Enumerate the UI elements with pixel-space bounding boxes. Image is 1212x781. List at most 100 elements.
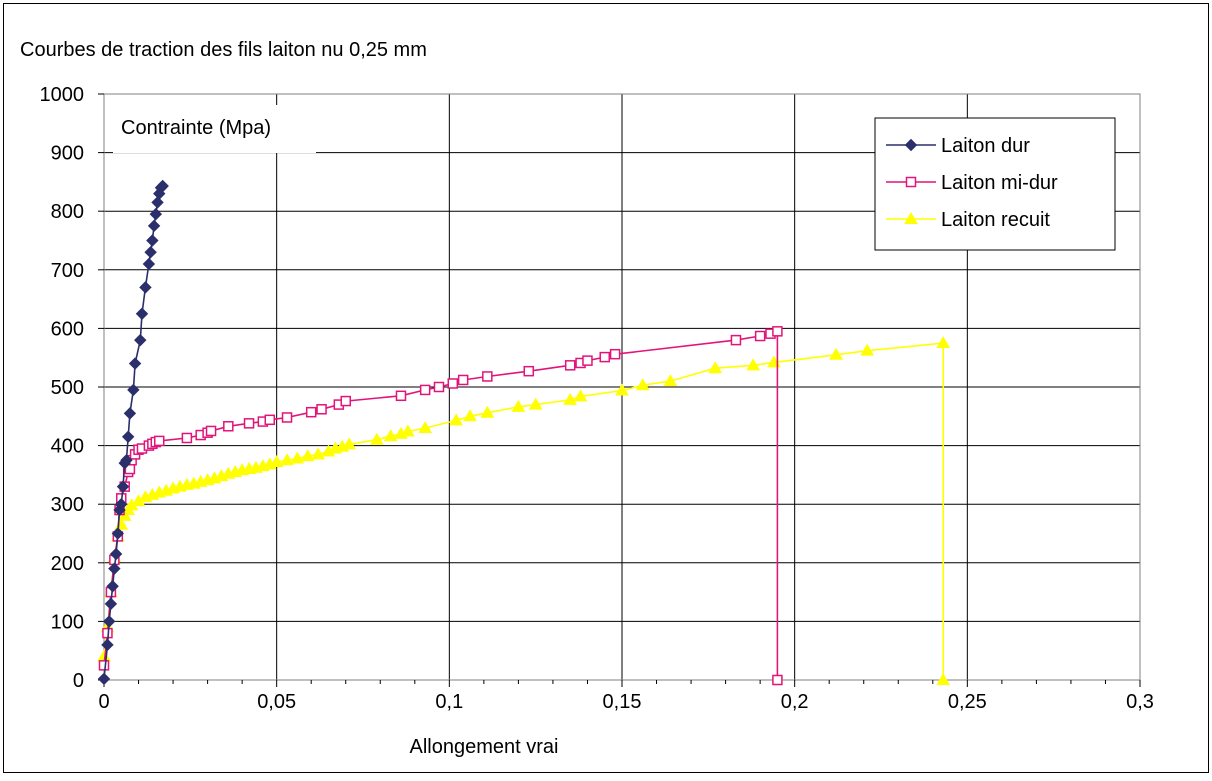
- data-point-laiton-recuit: [449, 413, 464, 426]
- data-point-laiton-recuit: [290, 451, 305, 464]
- data-point-laiton-recuit: [369, 432, 384, 445]
- legend-item-laiton-dur: Laiton dur: [886, 135, 1030, 157]
- data-point-laiton-mi-dur: [281, 412, 293, 423]
- y-tick-label: 700: [51, 260, 84, 282]
- y-tick-label: 600: [51, 318, 84, 340]
- data-point-laiton-dur: [142, 257, 156, 271]
- data-point-laiton-recuit: [269, 455, 284, 468]
- data-point-laiton-recuit: [463, 409, 477, 422]
- data-point-laiton-mi-dur: [772, 326, 783, 337]
- y-tick-label: 300: [51, 494, 84, 516]
- data-point-laiton-recuit: [936, 336, 951, 349]
- data-point-laiton-dur: [123, 407, 137, 420]
- data-point-laiton-dur: [144, 246, 157, 259]
- y-tick-label: 900: [51, 143, 84, 165]
- data-point-laiton-mi-dur: [754, 330, 766, 342]
- data-point-laiton-mi-dur: [98, 660, 110, 671]
- data-point-laiton-recuit: [311, 447, 325, 460]
- data-point-laiton-recuit: [708, 361, 723, 374]
- data-point-laiton-recuit: [480, 405, 495, 418]
- y-axis-label-background: [113, 105, 316, 153]
- data-point-laiton-mi-dur: [205, 425, 217, 437]
- data-point-laiton-dur: [127, 383, 140, 397]
- data-point-laiton-dur: [156, 179, 169, 193]
- data-point-laiton-dur: [147, 219, 161, 233]
- chart-title: Courbes de traction des fils laiton nu 0…: [20, 39, 427, 61]
- data-point-laiton-dur: [116, 480, 130, 493]
- data-point-laiton-mi-dur: [154, 435, 165, 447]
- data-point-laiton-dur: [115, 497, 128, 511]
- y-tick-label: 800: [51, 201, 84, 223]
- data-point-laiton-recuit: [528, 397, 543, 410]
- x-tick-label: 0,2: [781, 691, 809, 713]
- data-point-laiton-mi-dur: [772, 674, 783, 686]
- data-point-laiton-mi-dur: [609, 348, 621, 360]
- data-point-laiton-dur: [139, 281, 152, 294]
- y-tick-label: 200: [51, 553, 84, 575]
- data-point-laiton-mi-dur: [340, 395, 351, 407]
- data-point-laiton-recuit: [829, 347, 843, 360]
- legend: Laiton dur Laiton mi-dur Laiton recuit: [874, 117, 1116, 251]
- data-point-laiton-dur: [149, 207, 163, 221]
- data-point-laiton-mi-dur: [730, 334, 742, 346]
- series-laiton-dur: [97, 179, 169, 686]
- y-tick-label: 100: [51, 611, 84, 633]
- legend-item-laiton-recuit: Laiton recuit: [886, 209, 1050, 231]
- y-tick-label: 400: [51, 436, 84, 458]
- data-point-laiton-dur: [120, 454, 133, 467]
- x-tick-label: 0,15: [603, 691, 642, 713]
- data-point-laiton-recuit: [280, 453, 294, 466]
- data-point-laiton-mi-dur: [564, 360, 576, 371]
- data-point-laiton-dur: [121, 430, 135, 444]
- legend-marker: [904, 211, 918, 224]
- data-point-laiton-mi-dur: [582, 355, 593, 366]
- data-point-laiton-dur: [104, 597, 118, 611]
- data-point-laiton-recuit: [635, 378, 650, 391]
- data-point-laiton-dur: [111, 527, 125, 540]
- data-point-laiton-mi-dur: [433, 381, 445, 393]
- data-point-laiton-recuit: [563, 392, 578, 405]
- legend-marker: [905, 176, 917, 188]
- data-point-laiton-mi-dur: [482, 371, 493, 382]
- y-axis-label: Contrainte (Mpa): [121, 117, 271, 139]
- y-axis-label-box: Contrainte (Mpa): [113, 105, 316, 153]
- y-tick-label: 0: [73, 670, 84, 692]
- data-point-laiton-dur: [146, 234, 159, 247]
- x-tick-label: 0,1: [435, 691, 463, 713]
- data-point-laiton-dur: [109, 547, 123, 561]
- data-point-laiton-mi-dur: [264, 414, 276, 426]
- data-point-laiton-mi-dur: [457, 374, 469, 386]
- data-point-laiton-mi-dur: [305, 406, 317, 418]
- data-point-laiton-dur: [106, 580, 119, 593]
- x-tick-label: 0,3: [1126, 691, 1154, 713]
- data-point-laiton-recuit: [342, 437, 357, 450]
- x-axis-label: Allongement vrai: [410, 736, 559, 758]
- legend-items: Laiton dur Laiton mi-dur Laiton recuit: [886, 135, 1058, 231]
- x-tick-label: 0,25: [948, 691, 987, 713]
- data-point-laiton-recuit: [936, 672, 951, 685]
- data-point-laiton-recuit: [573, 389, 588, 402]
- data-point-laiton-mi-dur: [523, 365, 535, 377]
- data-point-laiton-recuit: [746, 358, 761, 371]
- data-point-laiton-mi-dur: [447, 378, 459, 389]
- data-point-laiton-dur: [108, 562, 121, 575]
- series-laiton-recuit: [97, 336, 951, 685]
- legend-label: Laiton mi-dur: [941, 172, 1058, 194]
- data-point-laiton-recuit: [418, 421, 433, 434]
- data-point-laiton-recuit: [615, 383, 629, 396]
- y-tick-label: 1000: [40, 84, 85, 106]
- series-layer: [97, 179, 951, 686]
- data-point-laiton-recuit: [860, 343, 875, 356]
- legend-label: Laiton recuit: [941, 209, 1050, 231]
- data-point-laiton-mi-dur: [243, 418, 255, 429]
- data-point-laiton-mi-dur: [316, 404, 327, 415]
- data-point-laiton-recuit: [663, 374, 678, 387]
- x-tick-label: 0: [98, 691, 109, 713]
- legend-marker: [904, 138, 918, 152]
- x-tick-label: 0,05: [257, 691, 296, 713]
- data-point-laiton-dur: [97, 672, 111, 686]
- y-tick-label: 500: [51, 377, 84, 399]
- legend-item-laiton-mi-dur: Laiton mi-dur: [886, 172, 1058, 194]
